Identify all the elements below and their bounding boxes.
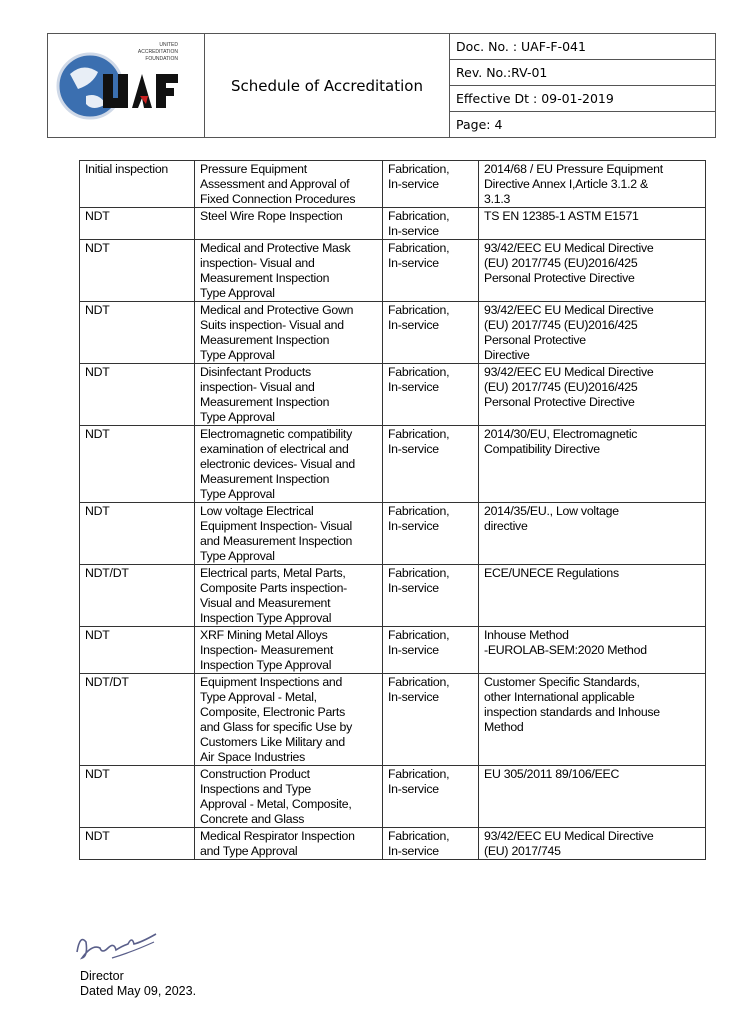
stage-cell: Fabrication, In-service <box>382 564 479 627</box>
inspection-type-cell: NDT <box>79 363 195 426</box>
table-row: Initial inspection Pressure Equipment Ass… <box>79 160 706 208</box>
scope-cell: Medical and Protective Gown Suits inspec… <box>194 301 383 364</box>
inspection-type-cell: Initial inspection <box>79 160 195 208</box>
inspection-type-cell: NDT <box>79 626 195 674</box>
scope-cell: Pressure Equipment Assessment and Approv… <box>194 160 383 208</box>
standard-cell: 2014/35/EU., Low voltage directive <box>478 502 706 565</box>
scope-cell: XRF Mining Metal Alloys Inspection- Meas… <box>194 626 383 674</box>
stage-cell: Fabrication, In-service <box>382 160 479 208</box>
stage-cell: Fabrication, In-service <box>382 502 479 565</box>
table-row: NDT Medical and Protective Mask inspectio… <box>79 239 706 302</box>
signature-date: Dated May 09, 2023. <box>80 984 197 998</box>
inspection-type-cell: NDT <box>79 425 195 503</box>
stage-cell: Fabrication, In-service <box>382 425 479 503</box>
stage-cell: Fabrication, In-service <box>382 301 479 364</box>
scope-cell: Construction Product Inspections and Typ… <box>194 765 383 828</box>
accreditation-schedule-table: Initial inspection Pressure Equipment Ass… <box>79 160 706 860</box>
table-row: NDT Medical Respirator Inspection and Typ… <box>79 827 706 860</box>
svg-text:UNITED: UNITED <box>159 42 178 48</box>
standard-cell: EU 305/2011 89/106/EEC <box>478 765 706 828</box>
inspection-type-cell: NDT <box>79 765 195 828</box>
standard-cell: 93/42/EEC EU Medical Directive (EU) 2017… <box>478 827 706 860</box>
scope-cell: Steel Wire Rope Inspection <box>194 207 383 240</box>
scope-cell: Low voltage Electrical Equipment Inspect… <box>194 502 383 565</box>
page-number: Page: 4 <box>456 117 503 132</box>
page-title: Schedule of Accreditation <box>205 34 450 137</box>
stage-cell: Fabrication, In-service <box>382 827 479 860</box>
stage-cell: Fabrication, In-service <box>382 765 479 828</box>
scope-cell: Equipment Inspections and Type Approval … <box>194 673 383 766</box>
scope-cell: Medical Respirator Inspection and Type A… <box>194 827 383 860</box>
inspection-type-cell: NDT <box>79 827 195 860</box>
standard-cell: 93/42/EEC EU Medical Directive (EU) 2017… <box>478 301 706 364</box>
table-row: NDT Disinfectant Products inspection- Vis… <box>79 363 706 426</box>
uaf-logo: UNITED ACCREDITATION FOUNDATION <box>48 34 205 137</box>
document-header: UNITED ACCREDITATION FOUNDATION Schedule… <box>47 33 716 138</box>
standard-cell: ECE/UNECE Regulations <box>478 564 706 627</box>
standard-cell: TS EN 12385-1 ASTM E1571 <box>478 207 706 240</box>
signatory-role: Director <box>80 969 124 983</box>
signature-block: Director Dated May 09, 2023. <box>80 969 196 999</box>
scope-cell: Electromagnetic compatibility examinatio… <box>194 425 383 503</box>
standard-cell: 2014/30/EU, Electromagnetic Compatibilit… <box>478 425 706 503</box>
document-meta: Doc. No. : UAF-F-041 Rev. No.:RV-01 Effe… <box>450 34 715 137</box>
inspection-type-cell: NDT/DT <box>79 673 195 766</box>
stage-cell: Fabrication, In-service <box>382 626 479 674</box>
standard-cell: 93/42/EEC EU Medical Directive (EU) 2017… <box>478 239 706 302</box>
standard-cell: 93/42/EEC EU Medical Directive (EU) 2017… <box>478 363 706 426</box>
table-row: NDT Low voltage Electrical Equipment Insp… <box>79 502 706 565</box>
inspection-type-cell: NDT <box>79 239 195 302</box>
stage-cell: Fabrication, In-service <box>382 673 479 766</box>
table-row: NDT XRF Mining Metal Alloys Inspection- M… <box>79 626 706 674</box>
inspection-type-cell: NDT <box>79 207 195 240</box>
table-row: NDT Steel Wire Rope Inspection Fabrication… <box>79 207 706 240</box>
svg-text:ACCREDITATION: ACCREDITATION <box>138 49 178 55</box>
inspection-type-cell: NDT <box>79 301 195 364</box>
table-row: NDT Medical and Protective Gown Suits ins… <box>79 301 706 364</box>
scope-cell: Medical and Protective Mask inspection- … <box>194 239 383 302</box>
effective-date: Effective Dt : 09-01-2019 <box>450 86 715 112</box>
svg-text:FOUNDATION: FOUNDATION <box>145 56 178 62</box>
stage-cell: Fabrication, In-service <box>382 363 479 426</box>
table-row: NDT Construction Product Inspections and … <box>79 765 706 828</box>
scope-cell: Disinfectant Products inspection- Visual… <box>194 363 383 426</box>
standard-cell: Inhouse Method -EUROLAB-SEM:2020 Method <box>478 626 706 674</box>
standard-cell: Customer Specific Standards, other Inter… <box>478 673 706 766</box>
standard-cell: 2014/68 / EU Pressure Equipment Directiv… <box>478 160 706 208</box>
table-row: NDT/DT Equipment Inspections and Type App… <box>79 673 706 766</box>
stage-cell: Fabrication, In-service <box>382 207 479 240</box>
scope-cell: Electrical parts, Metal Parts, Composite… <box>194 564 383 627</box>
stage-cell: Fabrication, In-service <box>382 239 479 302</box>
table-row: NDT Electromagnetic compatibility examina… <box>79 425 706 503</box>
table-row: NDT/DT Electrical parts, Metal Parts, Com… <box>79 564 706 627</box>
revision-number: Rev. No.:RV-01 <box>450 60 715 86</box>
doc-number: Doc. No. : UAF-F-041 <box>450 34 715 60</box>
director-signature <box>72 922 162 972</box>
inspection-type-cell: NDT <box>79 502 195 565</box>
inspection-type-cell: NDT/DT <box>79 564 195 627</box>
